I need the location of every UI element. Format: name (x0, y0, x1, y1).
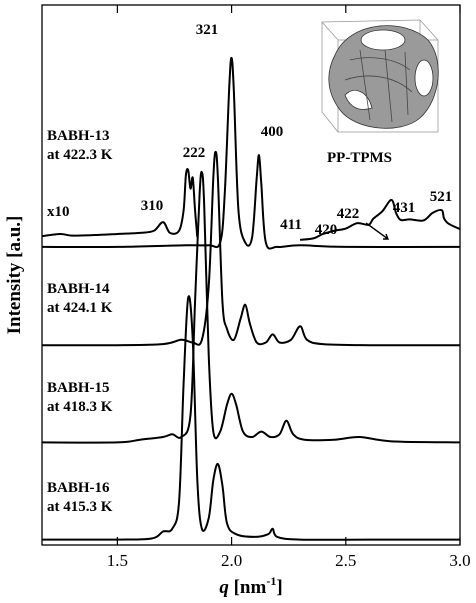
peak-annotation: 420 (315, 222, 338, 238)
x-tick-label: 2.0 (221, 551, 242, 570)
x-axis-label-part: -1 (266, 574, 276, 588)
x-axis-label-part: ] (276, 577, 282, 598)
inset-tpms (322, 20, 438, 132)
peak-annotation: PP-TPMS (327, 150, 392, 166)
peak-annotation: 321 (196, 22, 219, 38)
peak-annotation: 310 (141, 198, 164, 214)
series-label: BABH-16 (47, 480, 110, 496)
peak-annotation: 411 (280, 217, 302, 233)
series-temperature: at 415.3 K (47, 499, 113, 515)
x-axis-label-part: [nm (229, 577, 267, 598)
peak-annotation: 400 (261, 124, 284, 140)
peak-annotation: 431 (393, 200, 416, 216)
x-axis-label-part: q (219, 577, 229, 598)
series-label: x10 (47, 204, 70, 220)
peak-annotation: 422 (337, 206, 360, 222)
series-label: BABH-15 (47, 380, 110, 396)
peak-annotation: 521 (430, 189, 453, 205)
peak-annotation: 222 (183, 145, 206, 161)
x-axis-label: q [nm-1] (219, 574, 282, 598)
series-temperature: at 418.3 K (47, 399, 113, 415)
y-axis-label: Intensity [a.u.] (4, 216, 25, 335)
chart: 1.5 2.0 2.5 3.0 q [nm-1] Intensity [a.u.] BABH… (0, 0, 476, 603)
series-temperature: at 424.1 K (47, 300, 113, 316)
x-tick-label: 1.5 (107, 551, 128, 570)
spectrum-line (42, 152, 460, 345)
x-tick-label: 3.0 (449, 551, 470, 570)
series-label: BABH-14 (47, 281, 110, 297)
series-label: BABH-13 (47, 128, 110, 144)
series-temperature: at 422.3 K (47, 147, 113, 163)
x-tick-label: 2.5 (335, 551, 356, 570)
